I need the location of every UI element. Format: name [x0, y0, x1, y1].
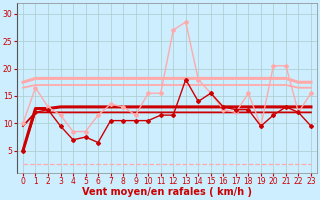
X-axis label: Vent moyen/en rafales ( km/h ): Vent moyen/en rafales ( km/h ) [82, 187, 252, 197]
